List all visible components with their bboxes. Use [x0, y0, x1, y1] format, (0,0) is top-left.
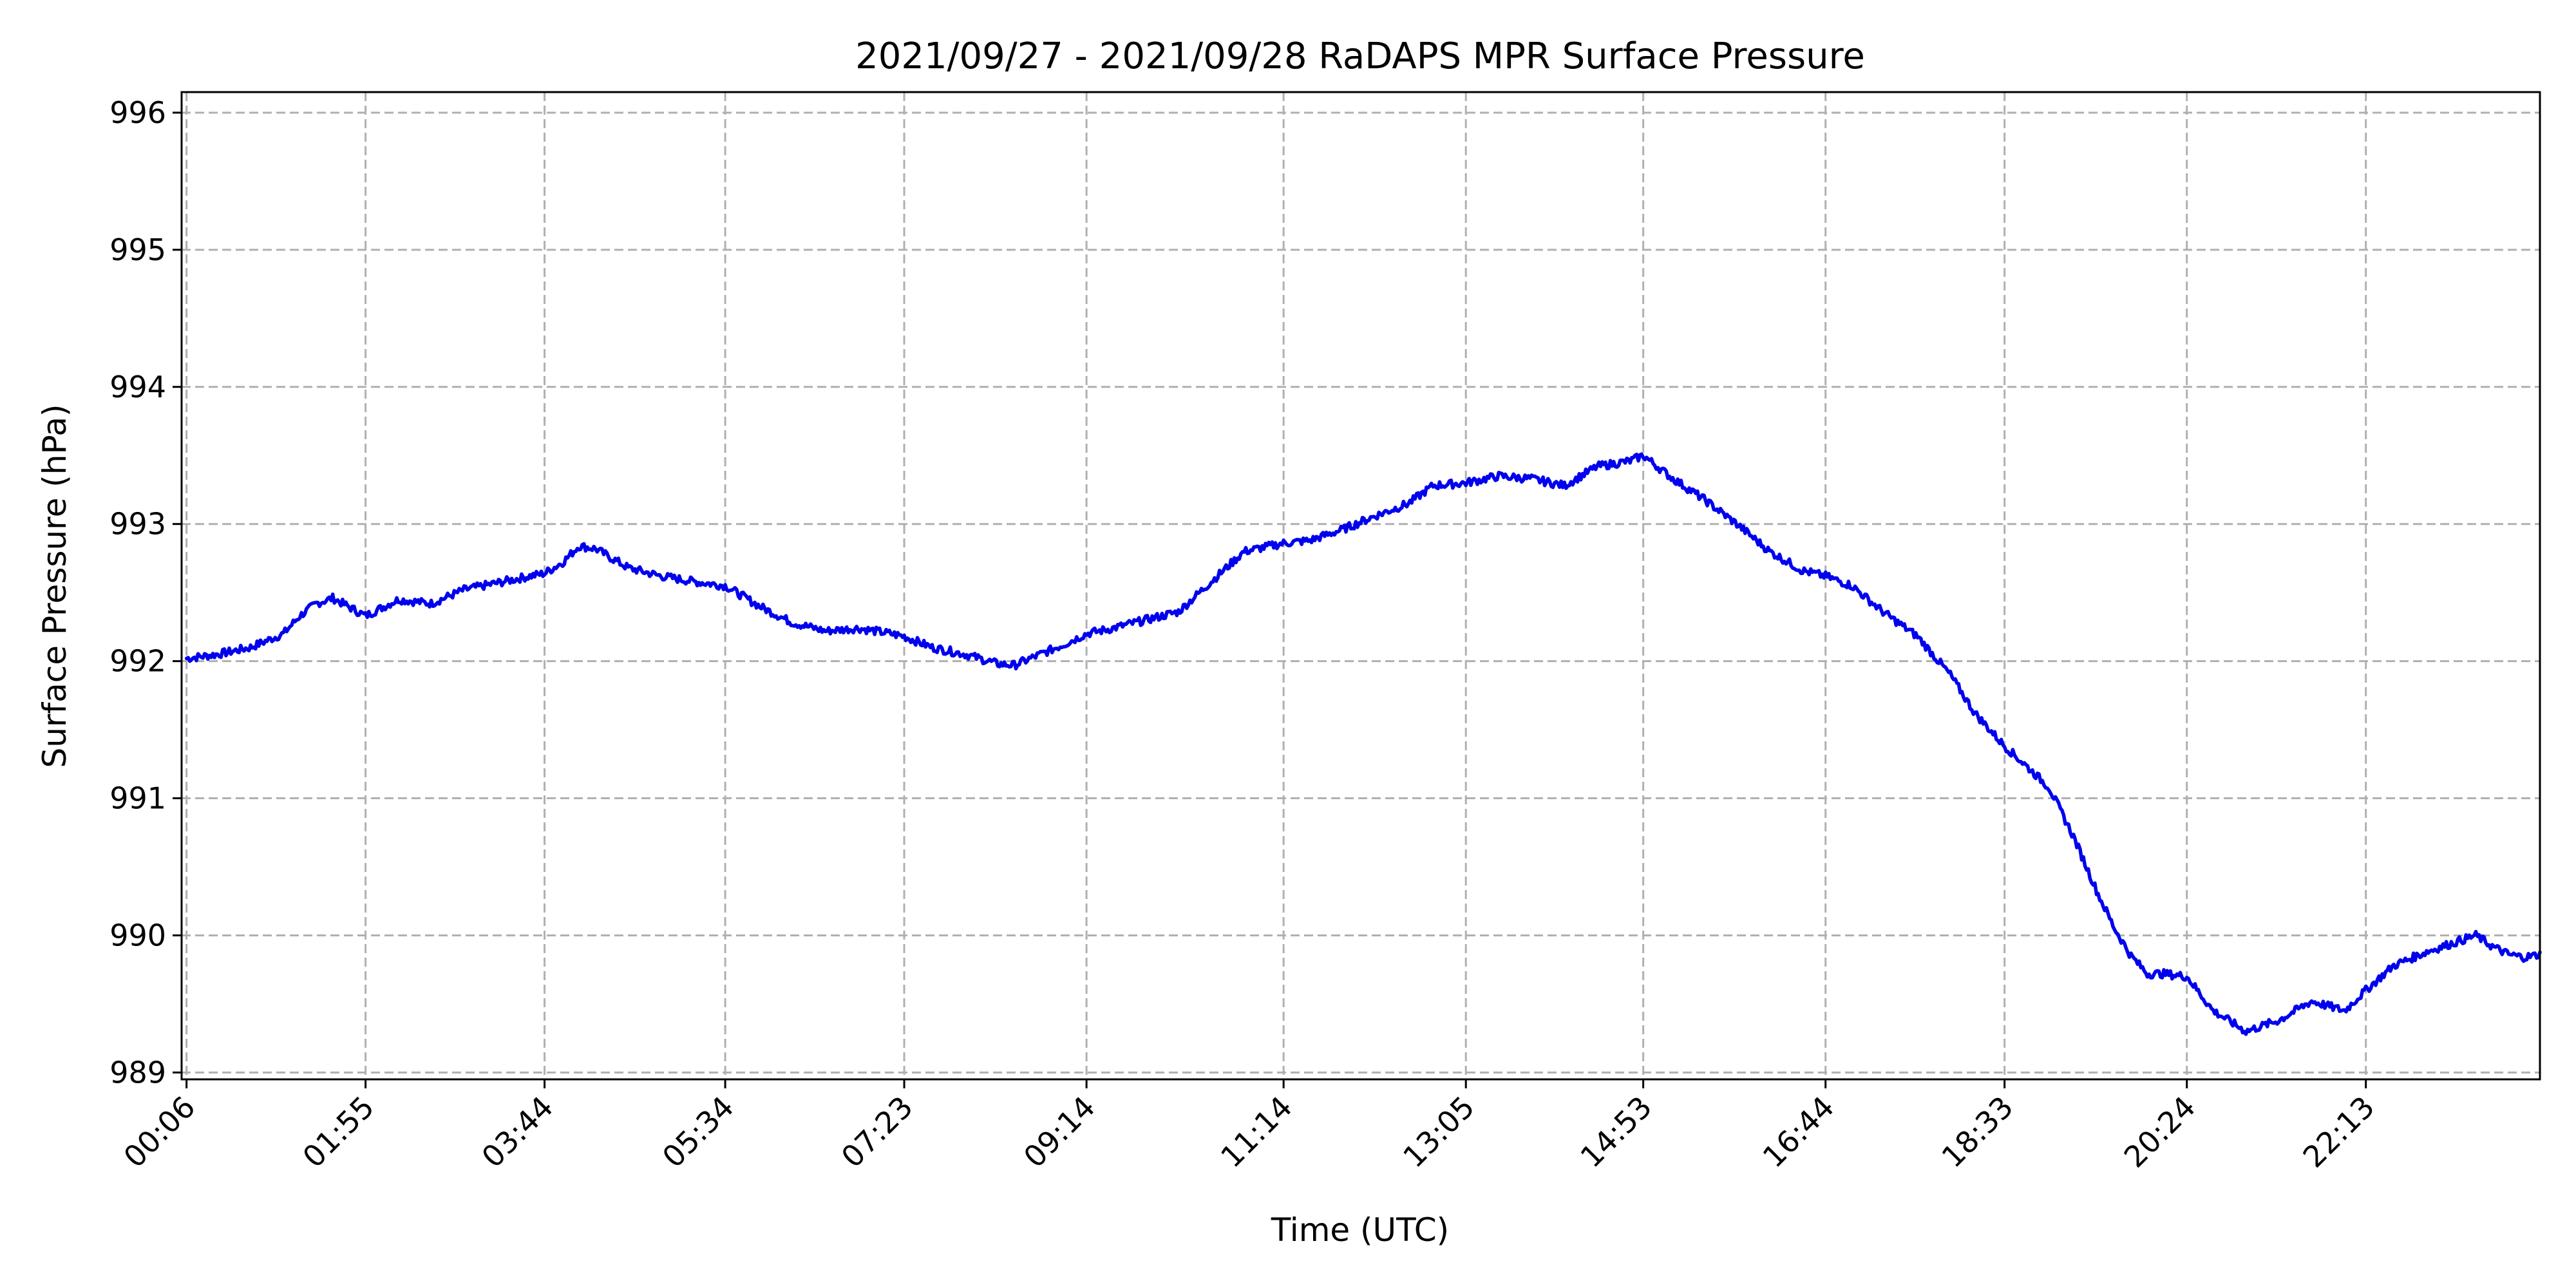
x-tick-label: 05:34 — [656, 1090, 741, 1175]
x-tick-label: 14:53 — [1573, 1090, 1658, 1175]
chart-title: 2021/09/27 - 2021/09/28 RaDAPS MPR Surfa… — [855, 35, 1865, 77]
y-tick-label: 995 — [109, 232, 166, 267]
grid-layer — [182, 92, 2540, 1079]
tick-layer: 989 990 991 992 993 994 995 996 00:06 01:55 03:44 0… — [109, 95, 2381, 1175]
x-tick-label: 20:24 — [2117, 1090, 2202, 1175]
x-tick-label: 13:05 — [1396, 1090, 1481, 1175]
y-tick-label: 994 — [109, 370, 166, 404]
x-tick-label: 22:13 — [2297, 1090, 2382, 1175]
x-tick-label: 11:14 — [1214, 1090, 1299, 1175]
x-axis-label: Time (UTC) — [1271, 1211, 1449, 1249]
y-tick-label: 990 — [109, 918, 166, 952]
y-axis-label: Surface Pressure (hPa) — [36, 404, 73, 768]
x-tick-label: 01:55 — [296, 1090, 381, 1175]
x-tick-label: 16:44 — [1756, 1090, 1841, 1175]
plot-frame — [180, 91, 2541, 1081]
pressure-series-line — [184, 452, 2542, 1036]
y-tick-label: 993 — [109, 507, 166, 542]
x-tick-label: 09:14 — [1017, 1090, 1102, 1175]
y-tick-label: 989 — [109, 1055, 166, 1090]
series-layer — [184, 452, 2542, 1036]
y-tick-label: 992 — [109, 644, 166, 679]
x-tick-label: 03:44 — [475, 1090, 560, 1175]
y-tick-label: 996 — [109, 95, 166, 130]
x-tick-label: 00:06 — [117, 1090, 202, 1175]
x-tick-label: 18:33 — [1935, 1090, 2020, 1175]
y-tick-label: 991 — [109, 781, 166, 816]
x-tick-label: 07:23 — [835, 1090, 920, 1175]
